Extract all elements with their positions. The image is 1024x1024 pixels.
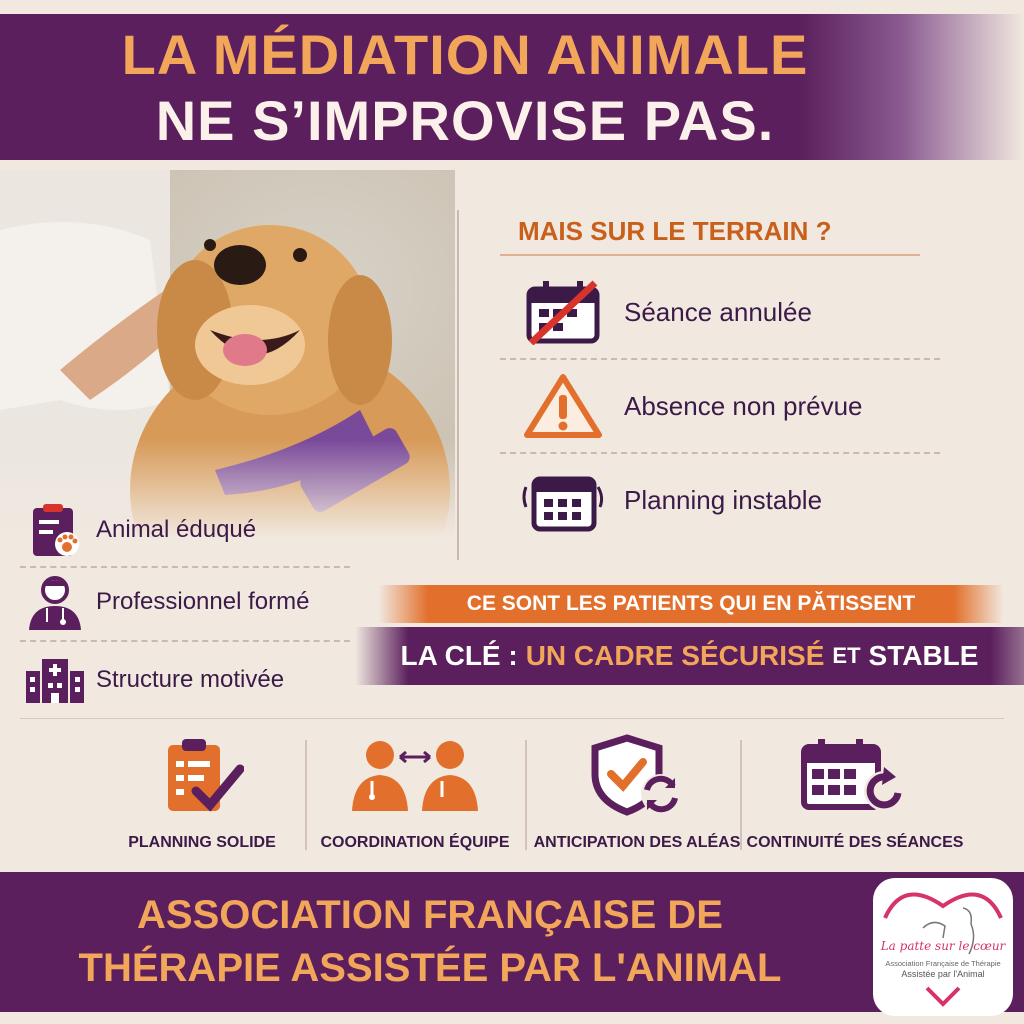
requirement-item: Professionnel formé: [22, 570, 309, 634]
divider: [20, 718, 1004, 719]
calendar-refresh-icon: [745, 730, 965, 820]
separator: [500, 358, 940, 360]
warning-icon: [520, 371, 606, 441]
patients-banner: CE SONT LES PATIENTS QUI EN PĂTISSENT: [378, 585, 1004, 623]
header-banner: [0, 14, 1024, 160]
separator: [740, 740, 742, 850]
calendar-shaking-icon: [520, 465, 606, 535]
footer: [0, 872, 1024, 1012]
doctor-icon: [22, 572, 88, 632]
team-exchange-icon: [305, 730, 525, 820]
svg-text:La patte sur le cœur: La patte sur le cœur: [880, 939, 1007, 953]
terrain-title: MAIS SUR LE TERRAIN ?: [518, 216, 832, 246]
footer-line-2: THÉRAPIE ASSISTÉE PAR L'ANIMAL: [78, 946, 782, 990]
terrain-item: Absence non prévue: [520, 366, 980, 446]
requirement-label: Animal éduqué: [96, 516, 257, 543]
separator: [525, 740, 527, 850]
terrain-item: Planning instable: [520, 460, 980, 540]
association-logo: La patte sur le cœur Association Françai…: [873, 878, 1013, 1016]
pillar-label: ANTICIPATION DES ALÉAS: [533, 834, 741, 851]
key-highlight: UN CADRE SÉCURISÉ: [525, 640, 825, 671]
pillar: ANTICIPATION DES ALÉAS: [527, 730, 747, 860]
requirement-item: Structure motivée: [22, 648, 284, 712]
terrain-item-label: Séance annulée: [624, 296, 812, 327]
key-and: ET: [832, 643, 861, 668]
terrain-item-label: Absence non prévue: [624, 390, 863, 421]
pillar-label: COORDINATION ÉQUIPE: [320, 834, 510, 851]
footer-line-1: ASSOCIATION FRANÇAISE DE: [137, 893, 723, 937]
key-banner: LA CLÉ : UN CADRE SÉCURISÉ ET STABLE: [355, 627, 1024, 685]
terrain-underline: [500, 254, 920, 256]
terrain-item: Séance annulée: [520, 272, 980, 352]
separator: [500, 452, 940, 454]
separator: [20, 566, 350, 568]
calendar-cancelled-icon: [520, 277, 606, 347]
pillar: CONTINUITÉ DES SÉANCES: [745, 730, 965, 860]
title-line-1: LA MÉDIATION ANIMALE: [121, 23, 809, 86]
svg-text:Assistée par l'Animal: Assistée par l'Animal: [901, 969, 984, 979]
svg-text:Association Française de Théra: Association Française de Thérapie: [885, 959, 1000, 968]
separator: [20, 640, 350, 642]
terrain-item-label: Planning instable: [624, 484, 823, 515]
pillar: PLANNING SOLIDE: [92, 730, 312, 860]
key-prefix: LA CLÉ :: [400, 640, 518, 671]
clipboard-paw-icon: [22, 500, 88, 560]
pillar: COORDINATION ÉQUIPE: [305, 730, 525, 860]
hospital-icon: [22, 650, 88, 710]
separator: [305, 740, 307, 850]
divider: [457, 210, 459, 560]
key-end: STABLE: [868, 640, 979, 671]
shield-refresh-icon: [527, 730, 747, 820]
clipboard-check-icon: [92, 730, 312, 820]
requirement-label: Structure motivée: [96, 666, 285, 693]
requirement-label: Professionnel formé: [96, 588, 310, 615]
title-line-2: NE S’IMPROVISE PAS.: [155, 89, 775, 152]
pillar-label: CONTINUITÉ DES SÉANCES: [746, 834, 964, 851]
requirement-item: Animal éduqué: [22, 498, 256, 562]
pillar-label: PLANNING SOLIDE: [128, 834, 276, 851]
